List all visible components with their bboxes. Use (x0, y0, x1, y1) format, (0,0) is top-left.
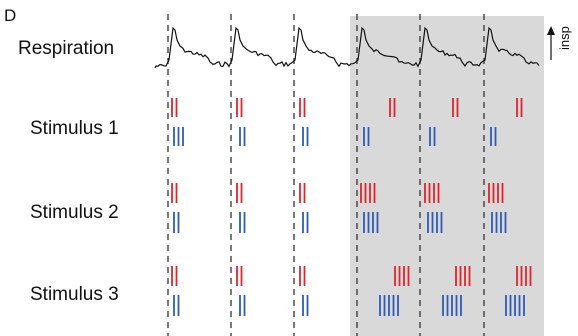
stimulus-1-label: Stimulus 1 (30, 118, 119, 139)
insp-label: insp (557, 26, 572, 50)
spike-raster (171, 98, 532, 316)
respiration-trace (154, 26, 540, 69)
respiration-label: Respiration (18, 38, 115, 59)
panel-letter: D (4, 6, 17, 25)
insp-arrow-icon (547, 26, 555, 60)
shaded-region (350, 16, 544, 336)
stimulus-2-label: Stimulus 2 (30, 202, 119, 223)
stimulus-3-label: Stimulus 3 (30, 284, 119, 305)
cycle-onset-lines (167, 14, 485, 336)
